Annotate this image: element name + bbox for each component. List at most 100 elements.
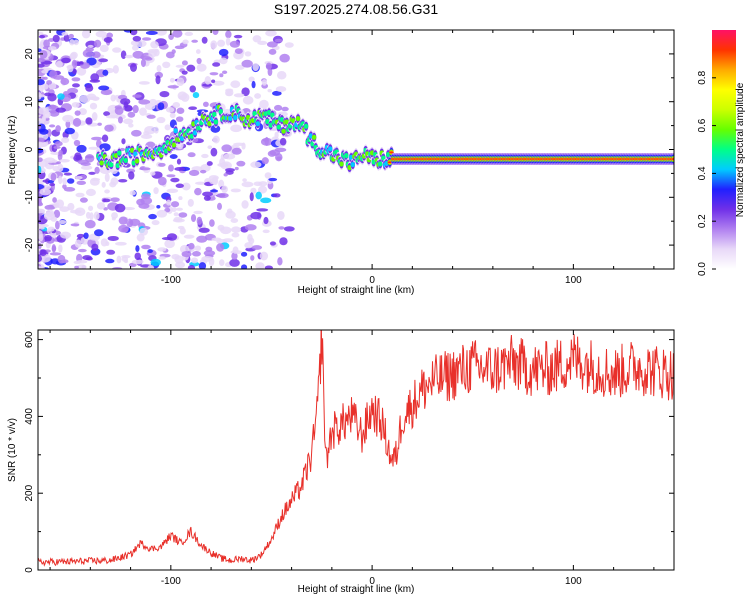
heatmap-cell — [67, 64, 74, 73]
heatmap-cell — [80, 165, 93, 170]
heatmap-cell — [168, 33, 174, 41]
heatmap-cell — [115, 241, 127, 246]
heatmap-cell — [257, 40, 268, 45]
heatmap-cell — [162, 61, 171, 69]
heatmap-cell — [179, 135, 185, 142]
heatmap-cell — [175, 183, 184, 189]
heatmap-cell — [74, 110, 81, 116]
heatmap-cell — [200, 163, 211, 172]
heatmap-cell — [241, 200, 249, 209]
heatmap-cell — [198, 262, 207, 269]
heatmap-cell — [105, 115, 117, 119]
heatmap-cell — [225, 88, 234, 93]
heatmap-cell — [281, 128, 286, 134]
heatmap-cell — [127, 111, 136, 118]
heatmap-cell — [225, 37, 231, 46]
heatmap-cell — [203, 195, 211, 201]
y-tick-label: 0 — [24, 146, 35, 152]
heatmap-cell — [264, 265, 273, 269]
heatmap-cell — [219, 157, 226, 167]
heatmap-cell — [52, 34, 60, 43]
heatmap-cell — [223, 153, 236, 160]
heatmap-cell — [247, 233, 253, 242]
heatmap-cell — [184, 31, 194, 36]
heatmap-cell — [55, 107, 67, 113]
heatmap-cell — [115, 162, 120, 169]
heatmap-cell — [274, 147, 287, 153]
heatmap-cell — [87, 44, 94, 48]
heatmap-cell — [100, 89, 113, 96]
heatmap-cell — [84, 219, 96, 229]
heatmap-cell — [209, 219, 215, 227]
heatmap-cell — [193, 210, 203, 215]
heatmap-cell — [139, 227, 149, 236]
colorbar-tick-label: 0.4 — [697, 166, 708, 180]
heatmap-cell — [60, 77, 70, 86]
heatmap-cell — [48, 104, 57, 110]
colorbar-tick-label: 0.8 — [697, 70, 708, 84]
heatmap-cell — [266, 41, 278, 48]
heatmap-cell — [251, 80, 256, 89]
chart-title: S197.2025.274.08.56.G31 — [274, 1, 438, 17]
heatmap-cell — [74, 239, 82, 248]
heatmap-cell — [284, 119, 289, 125]
heatmap-cell — [104, 124, 114, 132]
heatmap-cell — [259, 251, 269, 261]
heatmap-cell — [203, 250, 216, 257]
heatmap-cell — [186, 64, 196, 72]
colorbar-tick-label: 0.2 — [697, 214, 708, 228]
heatmap-cell — [146, 114, 156, 119]
heatmap-cell — [75, 192, 85, 198]
heatmap-cell — [219, 259, 225, 267]
heatmap-cell — [389, 151, 394, 154]
heatmap-cell — [231, 226, 241, 233]
heatmap-cell — [217, 39, 226, 47]
heatmap-cell — [190, 214, 197, 223]
heatmap-cell — [209, 178, 218, 185]
heatmap-cell — [268, 122, 273, 128]
heatmap-cell — [204, 75, 212, 85]
heatmap-cell — [38, 242, 42, 250]
heatmap-cell — [172, 30, 183, 38]
heatmap-cell — [209, 72, 219, 76]
heatmap-cell — [42, 110, 51, 119]
heatmap-cell — [198, 227, 210, 233]
heatmap-cell — [140, 196, 153, 205]
heatmap-cell — [79, 95, 91, 103]
heatmap-cell — [80, 162, 91, 166]
snr-frame — [37, 329, 675, 571]
x-tick-label: -100 — [161, 576, 181, 587]
heatmap-cell — [241, 87, 250, 97]
heatmap-cell — [76, 144, 87, 153]
heatmap-cell — [173, 128, 178, 134]
heatmap-cell — [245, 114, 251, 121]
heatmap-cell — [88, 96, 100, 101]
heatmap-cell — [166, 188, 179, 193]
y-tick-label: 0 — [24, 567, 35, 573]
heatmap-cell — [157, 176, 167, 186]
heatmap-cell — [262, 229, 270, 234]
heatmap-cell — [161, 236, 173, 241]
heatmap-cell — [257, 185, 268, 194]
heatmap-cell — [155, 30, 167, 36]
heatmap-cell — [38, 197, 42, 203]
heatmap-cell — [121, 227, 129, 233]
heatmap-cell — [265, 30, 277, 37]
heatmap-cell — [124, 54, 134, 59]
heatmap-cell — [279, 137, 287, 146]
heatmap-cell — [103, 207, 108, 211]
heatmap-cell — [72, 83, 80, 88]
heatmap-cell — [88, 171, 96, 175]
heatmap-cell — [258, 181, 268, 187]
heatmap-cell — [196, 57, 202, 65]
y-tick-label: 200 — [24, 484, 35, 501]
heatmap-cell — [265, 118, 270, 125]
heatmap-cell — [79, 197, 88, 203]
heatmap-cell — [263, 216, 269, 225]
y-tick-label: 600 — [24, 331, 35, 348]
heatmap-cell — [139, 167, 151, 171]
heatmap-cell — [131, 129, 142, 137]
heatmap-cell — [156, 205, 161, 209]
heatmap-cell — [158, 256, 166, 260]
heatmap-cell — [85, 117, 93, 125]
